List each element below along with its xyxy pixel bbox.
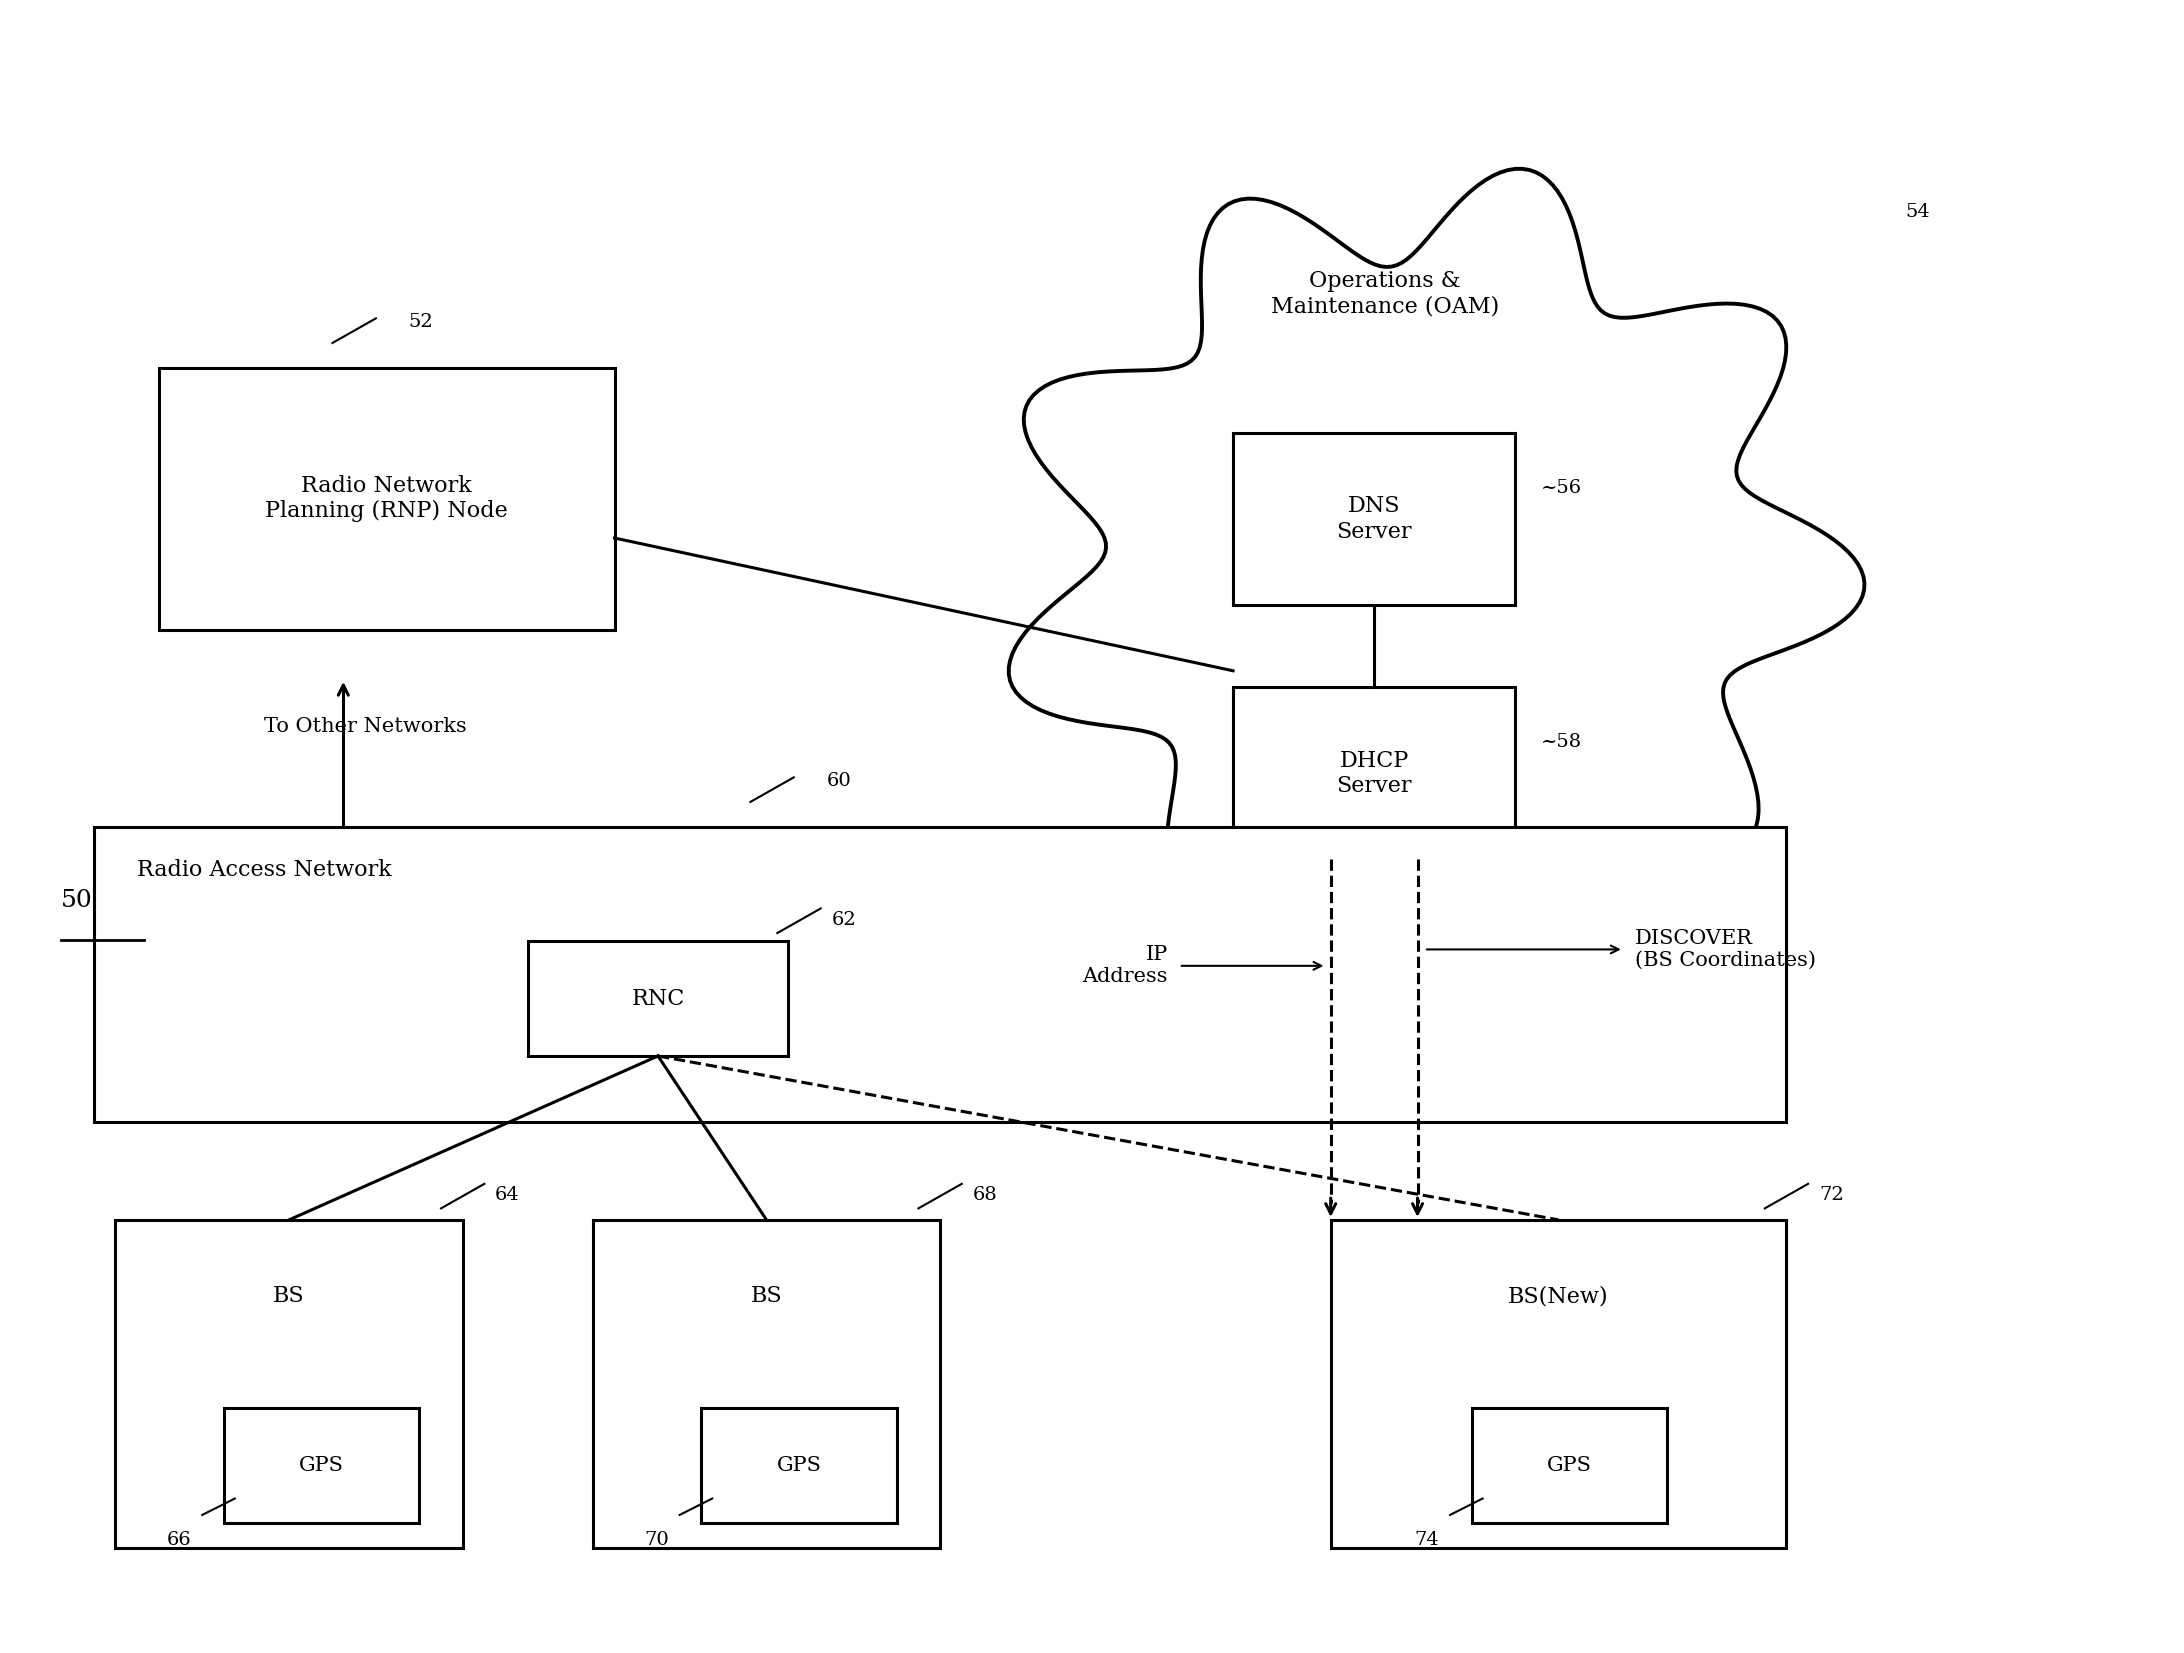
Text: ~56: ~56 bbox=[1542, 479, 1583, 498]
Text: Operations &
Maintenance (OAM): Operations & Maintenance (OAM) bbox=[1271, 269, 1498, 317]
Text: 64: 64 bbox=[496, 1187, 520, 1205]
Text: BS: BS bbox=[273, 1286, 306, 1308]
FancyBboxPatch shape bbox=[529, 941, 788, 1056]
FancyBboxPatch shape bbox=[94, 826, 1787, 1121]
Text: 74: 74 bbox=[1415, 1531, 1439, 1549]
Text: 54: 54 bbox=[1907, 203, 1931, 222]
Text: GPS: GPS bbox=[1546, 1456, 1592, 1474]
FancyBboxPatch shape bbox=[1234, 433, 1516, 605]
FancyBboxPatch shape bbox=[1330, 1220, 1787, 1547]
Text: IP
Address: IP Address bbox=[1083, 946, 1168, 987]
FancyBboxPatch shape bbox=[592, 1220, 939, 1547]
Text: 52: 52 bbox=[408, 312, 432, 331]
Text: 60: 60 bbox=[826, 772, 852, 790]
Text: Radio Network
Planning (RNP) Node: Radio Network Planning (RNP) Node bbox=[264, 474, 509, 522]
Text: BS(New): BS(New) bbox=[1509, 1286, 1610, 1308]
FancyBboxPatch shape bbox=[1234, 688, 1516, 860]
Text: 72: 72 bbox=[1819, 1187, 1843, 1205]
Text: ~58: ~58 bbox=[1542, 734, 1583, 752]
Text: 66: 66 bbox=[166, 1531, 192, 1549]
Text: GPS: GPS bbox=[778, 1456, 821, 1474]
Text: BS: BS bbox=[751, 1286, 782, 1308]
Text: GPS: GPS bbox=[299, 1456, 345, 1474]
FancyBboxPatch shape bbox=[159, 367, 614, 630]
FancyBboxPatch shape bbox=[116, 1220, 463, 1547]
Text: To Other Networks: To Other Networks bbox=[264, 717, 467, 736]
Text: DNS
Server: DNS Server bbox=[1337, 496, 1411, 542]
Text: 68: 68 bbox=[972, 1187, 998, 1205]
Text: 50: 50 bbox=[61, 889, 94, 912]
Polygon shape bbox=[1009, 169, 1865, 967]
Text: 62: 62 bbox=[832, 911, 856, 929]
Text: RNC: RNC bbox=[631, 987, 684, 1010]
FancyBboxPatch shape bbox=[1472, 1408, 1666, 1522]
Text: DISCOVER
(BS Coordinates): DISCOVER (BS Coordinates) bbox=[1634, 929, 1815, 970]
FancyBboxPatch shape bbox=[225, 1408, 419, 1522]
Text: DHCP
Server: DHCP Server bbox=[1337, 749, 1411, 797]
Text: Radio Access Network: Radio Access Network bbox=[138, 860, 391, 881]
FancyBboxPatch shape bbox=[701, 1408, 898, 1522]
Text: 70: 70 bbox=[644, 1531, 668, 1549]
